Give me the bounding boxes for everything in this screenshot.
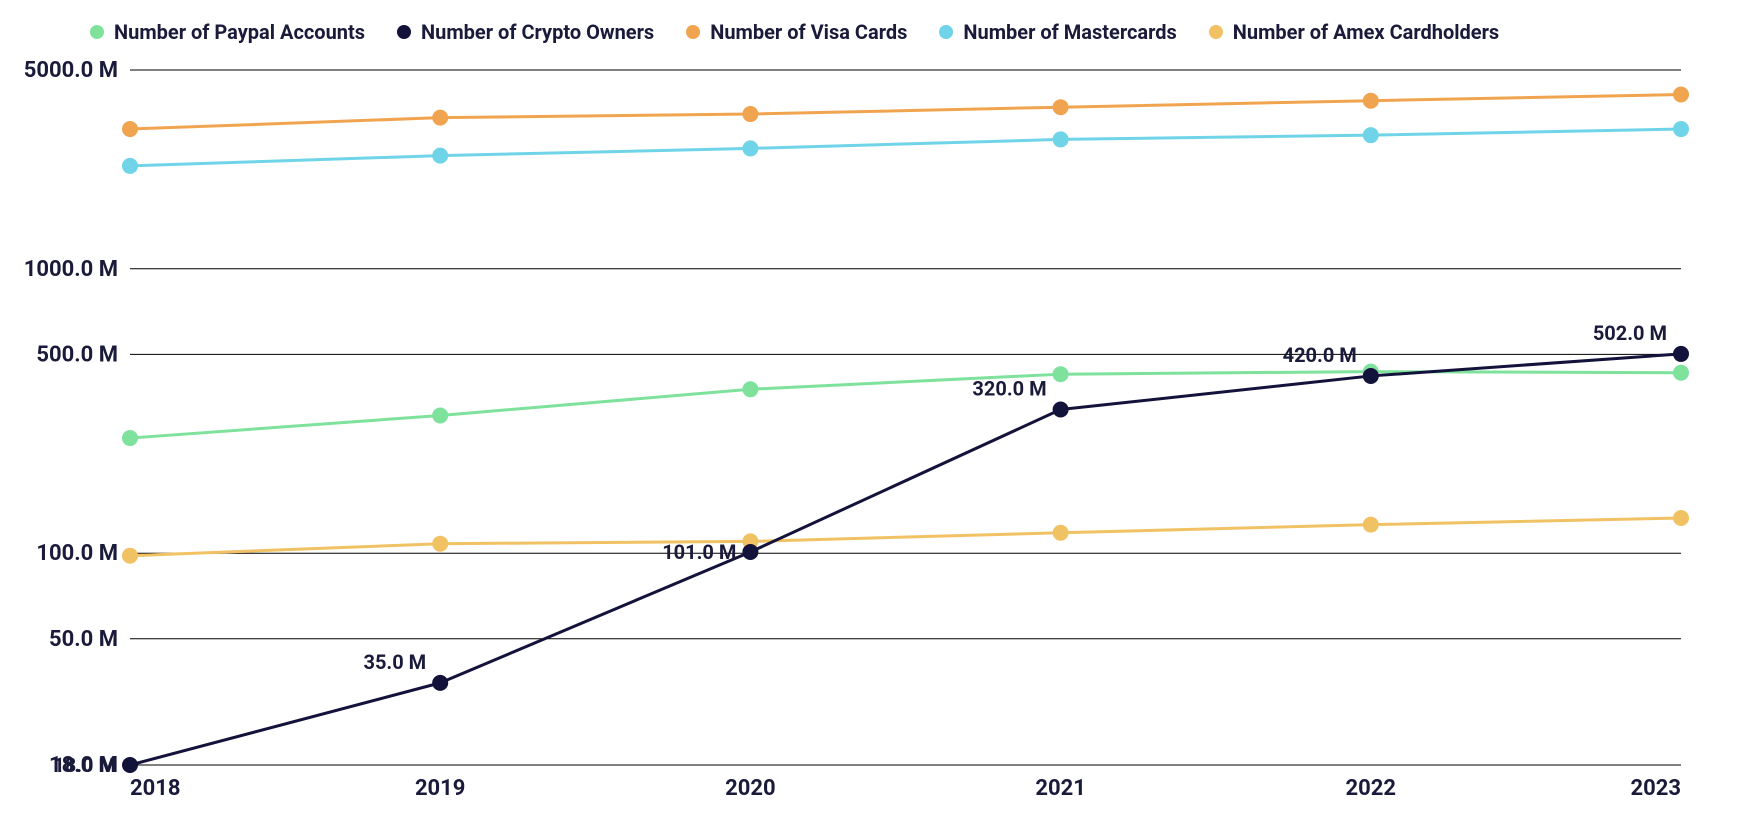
series-line-mastercard	[130, 129, 1681, 166]
series-point-paypal	[432, 407, 448, 423]
series-point-amex	[1363, 517, 1379, 533]
series-point-mastercard	[1673, 121, 1689, 137]
series-point-visa	[432, 110, 448, 126]
chart-plot: 18.0 M 50.0 M 100.0 M 500.0 M 1000.0 M 5000.0…	[0, 0, 1741, 825]
y-tick-label: 50.0 M	[49, 627, 118, 652]
series-line-visa	[130, 95, 1681, 130]
series-point-crypto	[1053, 402, 1069, 418]
y-tick-label: 100.0 M	[36, 541, 118, 566]
x-tick-label: 2018	[130, 776, 181, 801]
series-point-paypal	[122, 430, 138, 446]
series-line-crypto	[130, 354, 1681, 765]
series-point-visa	[122, 121, 138, 137]
y-tick-label: 500.0 M	[36, 342, 118, 367]
series-point-paypal	[1673, 365, 1689, 381]
point-label-crypto: 502.0 M	[1593, 321, 1667, 345]
series-point-mastercard	[1363, 127, 1379, 143]
series-point-mastercard	[742, 140, 758, 156]
series-point-mastercard	[122, 158, 138, 174]
point-label-crypto: 35.0 M	[363, 650, 426, 674]
series-point-visa	[1053, 99, 1069, 115]
series-point-crypto	[1673, 346, 1689, 362]
x-tick-label: 2021	[1035, 776, 1086, 801]
point-label-crypto: 101.0 M	[662, 540, 736, 564]
point-label-crypto: 320.0 M	[972, 377, 1046, 401]
series-point-mastercard	[432, 148, 448, 164]
series-point-amex	[1053, 525, 1069, 541]
series-point-crypto	[742, 544, 758, 560]
series-point-paypal	[742, 381, 758, 397]
x-tick-label: 2022	[1346, 776, 1397, 801]
point-label-crypto: 18.0 M	[53, 753, 116, 777]
x-tick-label: 2020	[725, 776, 776, 801]
chart-container: Number of Paypal AccountsNumber of Crypt…	[0, 0, 1741, 825]
series-point-paypal	[1053, 366, 1069, 382]
series-point-crypto	[432, 675, 448, 691]
series-line-paypal	[130, 372, 1681, 438]
series-point-crypto	[122, 757, 138, 773]
series-line-amex	[130, 518, 1681, 556]
series-point-visa	[1363, 93, 1379, 109]
series-point-amex	[432, 536, 448, 552]
x-tick-label: 2023	[1631, 776, 1682, 801]
y-tick-label: 1000.0 M	[24, 257, 118, 282]
point-label-crypto: 420.0 M	[1283, 343, 1357, 367]
x-tick-label: 2019	[415, 776, 466, 801]
series-point-crypto	[1363, 368, 1379, 384]
series-point-visa	[1673, 87, 1689, 103]
series-point-mastercard	[1053, 131, 1069, 147]
series-point-amex	[1673, 510, 1689, 526]
y-tick-label: 5000.0 M	[24, 58, 118, 83]
series-point-amex	[122, 548, 138, 564]
series-point-visa	[742, 106, 758, 122]
